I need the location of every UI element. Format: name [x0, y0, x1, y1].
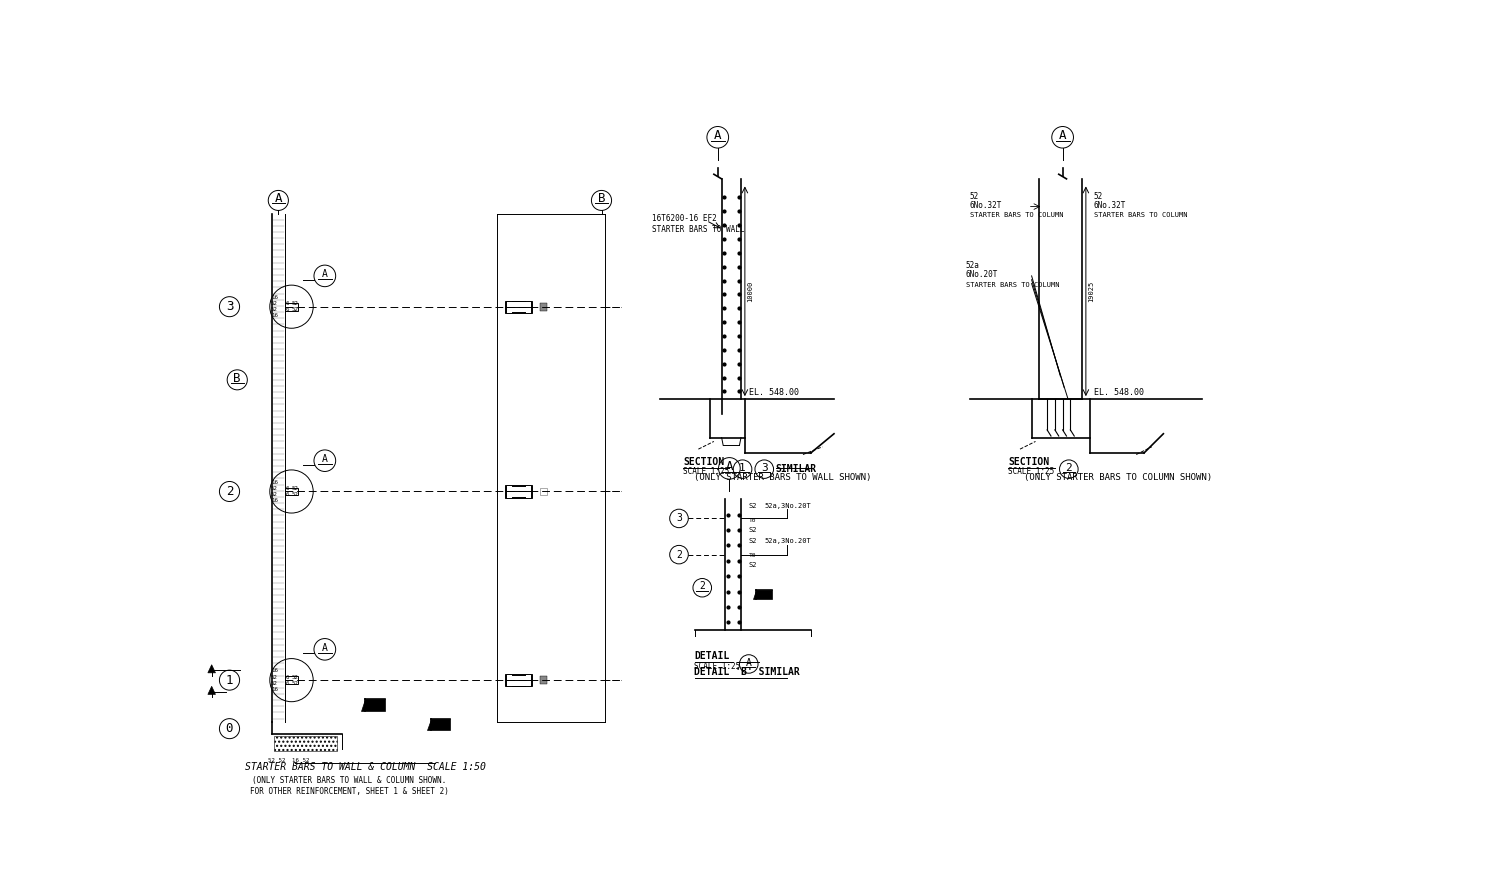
Text: A: A: [746, 657, 752, 668]
Text: 16  52: 16 52: [292, 759, 309, 764]
Text: 0: 0: [226, 722, 233, 735]
Text: 52: 52: [271, 492, 278, 497]
Bar: [286, 488, 298, 495]
Text: 52: 52: [292, 492, 299, 497]
Text: 52: 52: [271, 675, 278, 679]
Text: SECTION: SECTION: [683, 456, 724, 467]
Text: 2: 2: [676, 550, 682, 559]
Bar: [540, 488, 547, 495]
Text: S2: S2: [749, 538, 758, 544]
Text: 52: 52: [292, 681, 299, 685]
Polygon shape: [208, 686, 215, 694]
Text: 52: 52: [292, 486, 299, 491]
Text: SCALE 1:25: SCALE 1:25: [695, 662, 740, 670]
Text: S2: S2: [749, 562, 758, 568]
Text: STARTER BARS TO COLUMN: STARTER BARS TO COLUMN: [970, 212, 1063, 218]
Text: 16: 16: [271, 499, 278, 503]
Text: 10000: 10000: [748, 281, 753, 302]
Text: STARTER BARS TO WALL & COLUMN  SCALE 1:50: STARTER BARS TO WALL & COLUMN SCALE 1:50: [245, 762, 486, 772]
Text: DETAIL: DETAIL: [695, 651, 730, 662]
Text: STARTER BARS TO COLUMN: STARTER BARS TO COLUMN: [966, 282, 1060, 288]
Text: A: A: [715, 130, 722, 142]
Polygon shape: [752, 590, 771, 599]
Text: 52  52: 52 52: [268, 759, 286, 764]
Text: T0: T0: [749, 553, 756, 558]
Text: 16: 16: [271, 669, 278, 673]
Text: SECTION: SECTION: [1008, 456, 1049, 467]
Text: 6No.20T: 6No.20T: [966, 270, 999, 279]
Text: 6: 6: [286, 675, 290, 679]
Text: B: B: [598, 192, 605, 205]
Text: 6No.32T: 6No.32T: [1094, 201, 1126, 211]
Text: (ONLY STARTER BARS TO COLUMN SHOWN): (ONLY STARTER BARS TO COLUMN SHOWN): [1024, 473, 1212, 482]
Text: 6: 6: [286, 486, 290, 491]
Text: 6: 6: [286, 681, 290, 685]
Text: (ONLY STARTER BARS TO WALL SHOWN): (ONLY STARTER BARS TO WALL SHOWN): [695, 473, 872, 482]
Text: A: A: [321, 643, 327, 653]
Bar: [505, 485, 532, 498]
Text: 19025: 19025: [1088, 281, 1094, 302]
Text: 6No.32T: 6No.32T: [970, 201, 1002, 211]
Text: 6: 6: [286, 307, 290, 312]
Text: SCALE 1:25: SCALE 1:25: [1008, 467, 1054, 476]
Text: A: A: [1058, 130, 1066, 142]
Text: 1: 1: [739, 463, 746, 473]
Text: 52: 52: [271, 307, 278, 312]
Text: 52: 52: [1094, 192, 1103, 201]
Text: 52a,3No.20T: 52a,3No.20T: [764, 538, 810, 544]
Text: EL. 548.00: EL. 548.00: [1094, 389, 1144, 397]
Bar: [540, 303, 547, 310]
Polygon shape: [362, 700, 384, 711]
Text: 16: 16: [271, 687, 278, 692]
Text: 16: 16: [271, 314, 278, 318]
Text: A: A: [321, 454, 327, 464]
Text: SIMILAR: SIMILAR: [776, 464, 816, 474]
Text: 52: 52: [292, 307, 299, 312]
Text: 52: 52: [271, 301, 278, 306]
Text: 16T6200-16 EF2
STARTER BARS TO WALL: 16T6200-16 EF2 STARTER BARS TO WALL: [652, 214, 745, 233]
Text: 6: 6: [286, 301, 290, 306]
Bar: [540, 677, 547, 684]
Text: DETAIL 'B' SIMILAR: DETAIL 'B' SIMILAR: [695, 667, 800, 677]
Text: SCALE 1:25: SCALE 1:25: [683, 467, 730, 476]
Text: EL. 548.00: EL. 548.00: [749, 389, 798, 397]
Text: 52a,3No.20T: 52a,3No.20T: [764, 503, 810, 509]
Text: 16: 16: [271, 295, 278, 300]
Text: A: A: [725, 460, 733, 473]
Bar: [274, 736, 338, 751]
Text: 2: 2: [700, 581, 706, 591]
Polygon shape: [208, 665, 215, 673]
Bar: [505, 300, 532, 313]
Text: 3: 3: [676, 514, 682, 523]
Text: 52: 52: [292, 301, 299, 306]
Bar: [505, 674, 532, 686]
Text: B: B: [233, 372, 241, 385]
Text: S2: S2: [749, 503, 758, 509]
Text: 3: 3: [226, 300, 233, 313]
Text: 6: 6: [286, 492, 290, 497]
Text: 1: 1: [226, 674, 233, 686]
Bar: [286, 677, 298, 684]
Text: (ONLY STARTER BARS TO WALL & COLUMN SHOWN.
FOR OTHER REINFORCEMENT, SHEET 1 & SH: (ONLY STARTER BARS TO WALL & COLUMN SHOW…: [250, 776, 448, 796]
Text: 52a: 52a: [966, 261, 979, 270]
Text: 52: 52: [970, 192, 979, 201]
Polygon shape: [428, 719, 450, 730]
Bar: [286, 303, 298, 310]
Text: 52: 52: [271, 681, 278, 685]
Text: A: A: [321, 270, 327, 279]
Text: 2: 2: [1066, 463, 1072, 473]
Text: S2: S2: [749, 527, 758, 532]
Text: 3: 3: [761, 463, 767, 473]
Text: 52: 52: [271, 486, 278, 491]
Text: 52: 52: [292, 675, 299, 679]
Text: STARTER BARS TO COLUMN: STARTER BARS TO COLUMN: [1094, 212, 1187, 218]
Text: A: A: [275, 192, 283, 205]
Text: 2: 2: [226, 485, 233, 498]
Text: 16: 16: [271, 480, 278, 485]
Text: T0: T0: [749, 518, 756, 523]
